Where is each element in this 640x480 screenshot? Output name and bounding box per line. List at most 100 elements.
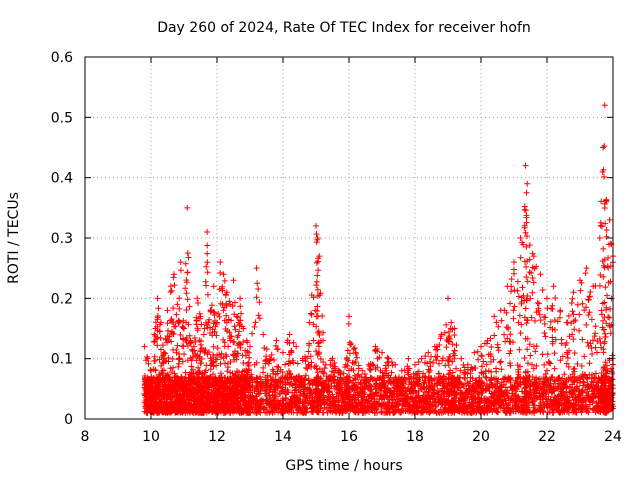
- data-point: [251, 323, 258, 330]
- data-point: [247, 376, 254, 383]
- data-point: [198, 338, 205, 345]
- data-point: [205, 319, 212, 326]
- data-point: [252, 319, 259, 326]
- data-point: [214, 352, 221, 359]
- data-point: [154, 334, 161, 341]
- data-point: [313, 239, 320, 246]
- data-point: [185, 321, 192, 328]
- data-point: [151, 401, 158, 408]
- data-point: [317, 405, 324, 412]
- data-point: [339, 384, 346, 391]
- data-point: [310, 337, 317, 344]
- data-point: [191, 335, 198, 342]
- data-point: [274, 368, 281, 375]
- data-point: [263, 346, 270, 353]
- data-point: [355, 379, 362, 386]
- data-point: [231, 356, 238, 363]
- data-point: [170, 364, 177, 371]
- data-point: [293, 399, 300, 406]
- data-point: [412, 371, 419, 378]
- data-point: [392, 408, 399, 415]
- data-point: [234, 368, 241, 375]
- data-point: [267, 386, 274, 393]
- data-point: [440, 389, 447, 396]
- data-point: [218, 374, 225, 381]
- data-point: [188, 363, 195, 370]
- data-point: [319, 399, 326, 406]
- data-point: [305, 375, 312, 382]
- data-point: [301, 376, 308, 383]
- data-point: [255, 388, 262, 395]
- data-point: [418, 409, 425, 416]
- data-point: [253, 359, 260, 366]
- data-point: [284, 339, 291, 346]
- data-point: [165, 327, 172, 334]
- data-point: [379, 374, 386, 381]
- data-point: [168, 338, 175, 345]
- data-point: [367, 387, 374, 394]
- data-point: [412, 399, 419, 406]
- data-point: [323, 385, 330, 392]
- data-point: [301, 396, 308, 403]
- data-point: [170, 274, 177, 281]
- data-point: [313, 282, 320, 289]
- data-point: [374, 364, 381, 371]
- data-point: [192, 338, 199, 345]
- data-point: [419, 399, 426, 406]
- data-point: [287, 360, 294, 367]
- data-point: [336, 381, 343, 388]
- data-points: [141, 102, 616, 416]
- data-point: [220, 355, 227, 362]
- data-point: [184, 387, 191, 394]
- data-point: [240, 397, 247, 404]
- data-point: [425, 384, 432, 391]
- data-point: [350, 367, 357, 374]
- data-point: [249, 330, 256, 337]
- data-point: [433, 357, 440, 364]
- data-point: [274, 345, 281, 352]
- data-point: [228, 333, 235, 340]
- data-point: [345, 320, 352, 327]
- data-point: [197, 394, 204, 401]
- data-point: [213, 332, 220, 339]
- data-point: [349, 393, 356, 400]
- data-point: [155, 386, 162, 393]
- data-point: [202, 347, 209, 354]
- data-point: [426, 400, 433, 407]
- data-point: [395, 376, 402, 383]
- data-point: [168, 369, 175, 376]
- data-point: [242, 352, 249, 359]
- data-point: [164, 332, 171, 339]
- data-point: [337, 368, 344, 375]
- data-point: [224, 327, 231, 334]
- data-point: [288, 349, 295, 356]
- data-point: [217, 376, 224, 383]
- data-point: [287, 370, 294, 377]
- data-point: [234, 350, 241, 357]
- data-point: [145, 360, 152, 367]
- data-point: [168, 287, 175, 294]
- data-point: [313, 259, 320, 266]
- data-point: [173, 311, 180, 318]
- data-point: [431, 375, 438, 382]
- data-point: [195, 299, 202, 306]
- data-point: [394, 380, 401, 387]
- data-point: [158, 396, 165, 403]
- data-point: [227, 405, 234, 412]
- data-point: [339, 409, 346, 416]
- data-point: [309, 397, 316, 404]
- data-point: [287, 403, 294, 410]
- data-point: [308, 311, 315, 318]
- data-point: [159, 370, 166, 377]
- data-point: [383, 367, 390, 374]
- data-point: [268, 351, 275, 358]
- data-point: [350, 346, 357, 353]
- data-point: [254, 380, 261, 387]
- data-point: [158, 369, 165, 376]
- data-point: [294, 406, 301, 413]
- data-point: [198, 360, 205, 367]
- data-point: [439, 380, 446, 387]
- data-point: [324, 409, 331, 416]
- data-point: [352, 409, 359, 416]
